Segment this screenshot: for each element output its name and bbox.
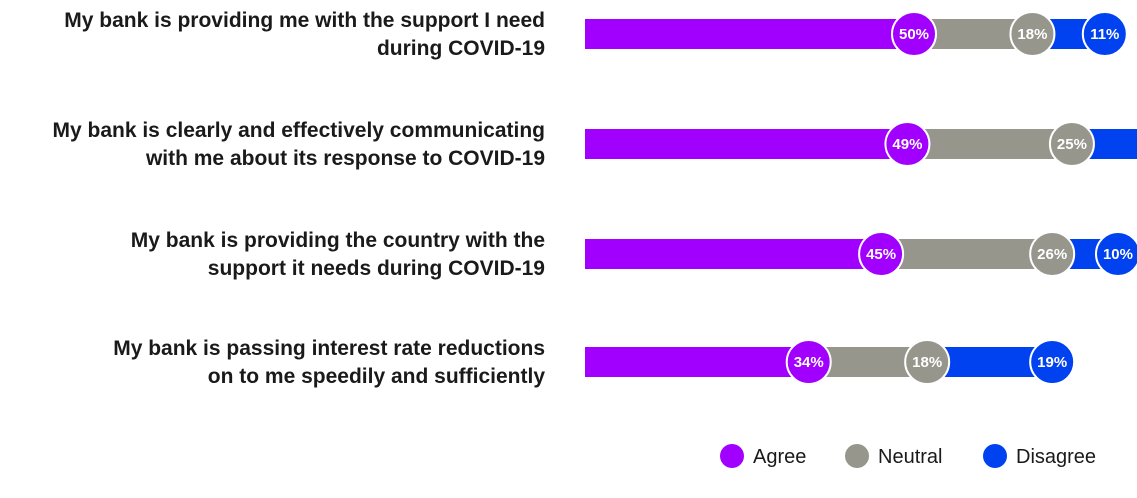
legend-label-neutral: Neutral xyxy=(878,446,942,468)
data-label-neutral-1: 18% xyxy=(1017,26,1047,43)
category-labels: My bank is providing me with the support… xyxy=(52,9,545,388)
data-label-disagree-3: 10% xyxy=(1103,246,1133,263)
value-bubble-agree-3 xyxy=(858,231,905,277)
data-label-disagree-1: 11% xyxy=(1090,26,1119,43)
category-label-1-line-1: My bank is providing me with the support… xyxy=(64,9,545,32)
legend-item-neutral: Neutral xyxy=(845,444,942,468)
data-label-agree-3: 45% xyxy=(866,246,896,263)
legend: Agree Neutral Disagree xyxy=(720,444,1096,468)
category-label-2-line-2: with me about its response to COVID-19 xyxy=(145,147,545,170)
data-label-neutral-2: 25% xyxy=(1057,136,1087,153)
bar-neutral-2 xyxy=(907,129,1072,159)
legend-item-disagree: Disagree xyxy=(983,444,1096,468)
value-bubble-neutral-1 xyxy=(1009,11,1056,57)
category-label-2-line-1: My bank is clearly and effectively commu… xyxy=(52,119,545,142)
value-bubble-agree-4 xyxy=(785,339,832,385)
legend-label-agree: Agree xyxy=(753,446,806,468)
legend-swatch-disagree xyxy=(983,444,1007,468)
bar-neutral-3 xyxy=(881,239,1053,269)
bar-agree-3 xyxy=(585,239,882,269)
legend-swatch-agree xyxy=(720,444,744,468)
category-label-3-line-1: My bank is providing the country with th… xyxy=(131,229,545,252)
data-label-neutral-4: 18% xyxy=(912,354,942,371)
data-label-neutral-3: 26% xyxy=(1037,246,1067,263)
data-label-agree-2: 49% xyxy=(892,136,922,153)
value-bubble-disagree-3 xyxy=(1094,231,1137,277)
data-label-agree-1: 50% xyxy=(899,26,929,43)
value-bubble-disagree-1 xyxy=(1081,11,1128,57)
value-bubble-disagree-4 xyxy=(1029,339,1076,385)
category-label-4-line-1: My bank is passing interest rate reducti… xyxy=(113,337,545,360)
legend-swatch-neutral xyxy=(845,444,869,468)
bar-agree-2 xyxy=(585,129,908,159)
bars xyxy=(585,19,1137,377)
bar-agree-4 xyxy=(585,347,809,377)
value-bubble-neutral-4 xyxy=(904,339,951,385)
value-bubble-agree-1 xyxy=(891,11,937,57)
value-bubble-agree-2 xyxy=(884,121,931,167)
category-label-4-line-2: on to me speedily and sufficiently xyxy=(208,365,546,388)
value-bubble-neutral-2 xyxy=(1048,121,1095,167)
category-label-1-line-2: during COVID-19 xyxy=(377,37,545,60)
value-bubble-neutral-3 xyxy=(1029,231,1076,277)
data-label-agree-4: 34% xyxy=(794,354,824,371)
data-label-disagree-4: 19% xyxy=(1037,354,1067,371)
value-bubbles: 50%18%11%49%25%16%45%26%10%34%18%19% xyxy=(785,11,1137,385)
legend-item-agree: Agree xyxy=(720,444,806,468)
bar-agree-1 xyxy=(585,19,914,49)
legend-label-disagree: Disagree xyxy=(1016,446,1096,468)
category-label-3-line-2: support it needs during COVID-19 xyxy=(208,257,545,280)
